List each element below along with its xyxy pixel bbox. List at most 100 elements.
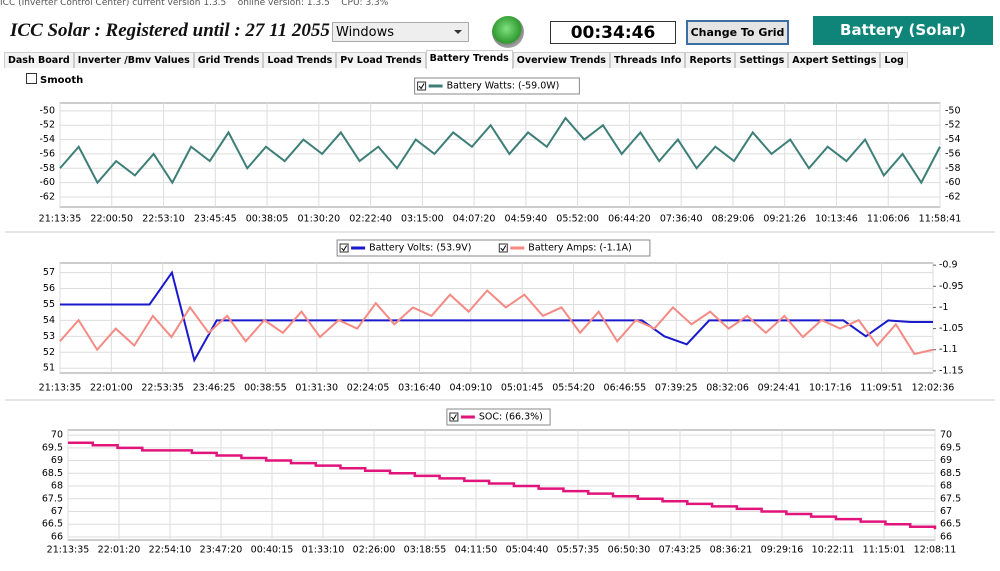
- smooth-label: Smooth: [40, 75, 84, 86]
- x-tick-label: 07:39:25: [655, 383, 698, 394]
- y2-tick-label: -0.9: [939, 260, 958, 271]
- y-tick-label: 67: [940, 506, 952, 517]
- series-line: [68, 441, 937, 530]
- series-line: [59, 289, 934, 356]
- y-tick-label: 55: [43, 299, 55, 310]
- tab[interactable]: Dash Board: [4, 52, 74, 68]
- x-tick-label: 01:30:20: [297, 214, 340, 225]
- x-tick-label: 05:57:35: [557, 545, 600, 556]
- check: [341, 245, 348, 252]
- tab[interactable]: Reports: [685, 52, 736, 68]
- y-tick-label: -50: [945, 105, 961, 116]
- x-tick-label: 09:29:16: [761, 545, 804, 556]
- x-tick-label: 21:13:35: [39, 383, 82, 394]
- x-tick-label: 01:31:30: [295, 383, 338, 394]
- smooth-checkbox[interactable]: Smooth: [26, 73, 83, 86]
- plot-area: [67, 429, 936, 541]
- y-tick-label: -54: [945, 134, 961, 145]
- x-tick-label: 22:00:50: [90, 214, 133, 225]
- x-tick-label: 03:15:00: [401, 214, 444, 225]
- x-tick-label: 07:43:25: [659, 545, 702, 556]
- y-tick-label: 69.5: [940, 442, 961, 453]
- x-tick-label: 04:59:40: [505, 214, 548, 225]
- window-title: ICC (Inverter Control Center) current ve…: [0, 0, 227, 8]
- legend-label: Battery Volts: (53.9V): [369, 243, 471, 254]
- legend-checkbox: [417, 81, 427, 91]
- y2-tick-label: -1.1: [939, 344, 958, 355]
- y-tick-label: -52: [39, 120, 55, 131]
- tab[interactable]: Grid Trends: [193, 52, 264, 68]
- y-tick-label: 56: [43, 283, 55, 294]
- y-tick-label: 54: [43, 315, 55, 326]
- x-tick-label: 22:01:00: [90, 383, 133, 394]
- x-tick-label: 08:36:21: [710, 545, 753, 556]
- legend: Battery Volts: (53.9V) Battery Amps: (-1.…: [336, 239, 651, 257]
- y-tick-label: 53: [43, 331, 55, 342]
- y-tick-label: 70: [51, 430, 63, 441]
- y2-tick-label: -1.05: [939, 323, 964, 334]
- cpu: CPU: 3.3%: [341, 0, 389, 8]
- tab[interactable]: Battery Trends: [425, 50, 513, 69]
- y-tick-label: 66.5: [940, 519, 961, 530]
- x-tick-label: 06:44:20: [608, 214, 651, 225]
- y-tick-label: 68.5: [42, 468, 63, 479]
- y-tick-label: 67.5: [42, 493, 63, 504]
- y-tick-label: 68.5: [940, 468, 961, 479]
- tab[interactable]: Load Trends: [263, 52, 337, 68]
- x-tick-label: 12:02:36: [912, 383, 955, 394]
- check: [451, 414, 457, 421]
- tab[interactable]: Pv Load Trends: [336, 52, 426, 68]
- tab-bar: Dash Board Inverter /Bmv Values Grid Trend…: [4, 50, 908, 69]
- x-tick-label: 08:32:06: [706, 383, 749, 394]
- clock: 00:34:46: [550, 21, 676, 44]
- x-tick-label: 22:54:10: [149, 545, 192, 556]
- x-tick-label: 01:33:10: [302, 545, 345, 556]
- tab[interactable]: Log: [880, 52, 908, 68]
- tab[interactable]: Threads Info: [609, 52, 686, 68]
- y2-tick-label: -0.95: [939, 281, 964, 292]
- x-tick-label: 10:17:16: [809, 383, 852, 394]
- power-button[interactable]: [492, 16, 524, 48]
- check: [500, 245, 507, 252]
- y-tick-label: 68: [940, 481, 952, 492]
- x-tick-label: 09:24:41: [758, 383, 801, 394]
- tab[interactable]: Overview Trends: [512, 52, 610, 68]
- y-tick-label: -52: [945, 120, 961, 131]
- online-version: online version: 1.3.5: [237, 0, 330, 8]
- x-tick-label: 04:07:20: [453, 214, 496, 225]
- x-tick-label: 08:29:06: [712, 214, 755, 225]
- x-tick-label: 02:26:00: [353, 545, 396, 556]
- y-tick-label: 67: [51, 506, 63, 517]
- x-tick-label: 02:22:40: [349, 214, 392, 225]
- legend-label: Battery Amps: (-1.1A): [528, 243, 632, 254]
- y-tick-label: 70: [940, 430, 952, 441]
- tab[interactable]: Settings: [735, 52, 789, 68]
- legend-checkbox: [339, 243, 349, 253]
- x-tick-label: 06:50:30: [608, 545, 651, 556]
- x-tick-label: 11:15:01: [863, 545, 906, 556]
- change-grid-button[interactable]: Change To Grid: [686, 20, 789, 45]
- y-tick-label: -50: [39, 105, 55, 116]
- x-tick-label: 22:01:20: [98, 545, 141, 556]
- plot-area: [59, 102, 941, 208]
- legend-label: SOC: (66.3%): [479, 412, 543, 423]
- x-tick-label: 11:58:41: [919, 214, 962, 225]
- y-tick-label: 66: [940, 531, 952, 542]
- y-tick-label: 67.5: [940, 493, 961, 504]
- x-tick-label: 11:09:51: [860, 383, 903, 394]
- legend-box: [414, 77, 580, 95]
- x-tick-label: 05:04:40: [506, 545, 549, 556]
- y-tick-label: -58: [39, 163, 55, 174]
- y-tick-label: 69: [940, 455, 952, 466]
- y-tick-label: 57: [43, 267, 55, 278]
- plot-area: [59, 262, 934, 374]
- x-tick-label: 03:16:40: [398, 383, 441, 394]
- tab[interactable]: Inverter /Bmv Values: [73, 52, 194, 68]
- dropdown[interactable]: Windows: [332, 22, 469, 42]
- tab[interactable]: Axpert Settings: [788, 52, 881, 68]
- legend-checkbox: [498, 243, 508, 253]
- x-tick-label: 05:54:20: [552, 383, 595, 394]
- y-tick-label: -60: [945, 177, 961, 188]
- title-bar: ICC (Inverter Control Center) current ve…: [0, 0, 1000, 10]
